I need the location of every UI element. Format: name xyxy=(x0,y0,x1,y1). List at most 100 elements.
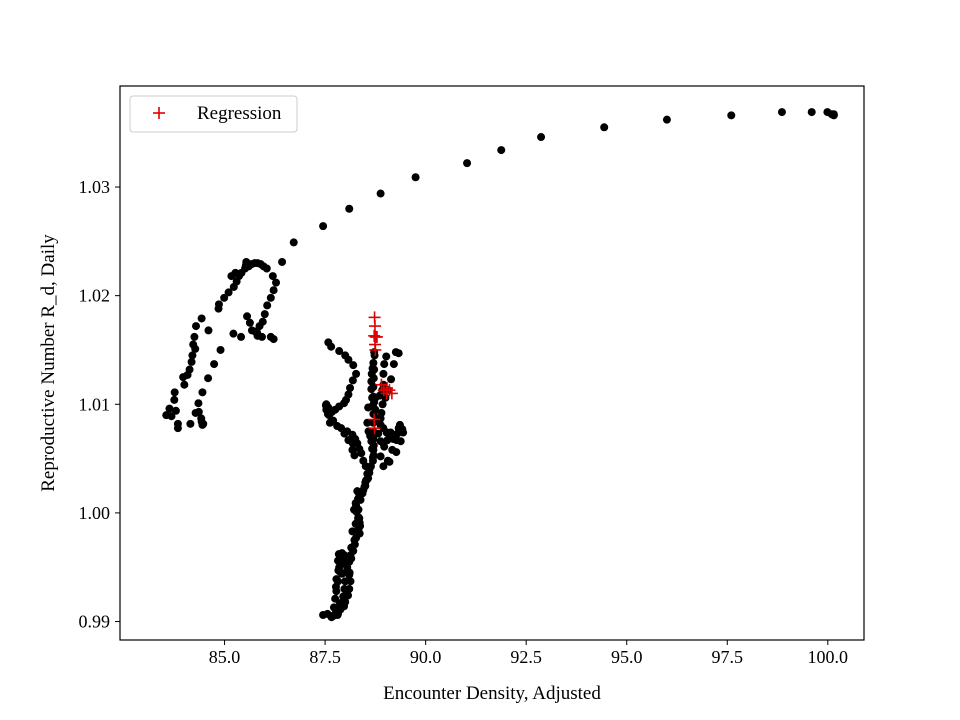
data-point xyxy=(241,261,250,270)
data-point xyxy=(344,355,353,364)
data-point xyxy=(194,399,203,408)
data-point xyxy=(210,360,219,369)
data-point xyxy=(269,335,278,344)
data-point xyxy=(337,559,346,568)
data-point xyxy=(257,332,266,341)
x-axis-ticks: 85.0 87.5 90.0 92.5 95.0 97.5 100.0 xyxy=(209,640,848,667)
data-point xyxy=(354,525,363,534)
data-point xyxy=(369,359,378,367)
data-point xyxy=(186,419,195,428)
data-point xyxy=(368,453,377,462)
data-point xyxy=(387,375,396,384)
data-point xyxy=(376,452,385,461)
data-point xyxy=(231,268,240,277)
data-point xyxy=(463,159,472,168)
data-point xyxy=(354,505,363,514)
data-point xyxy=(189,340,198,349)
data-point xyxy=(352,533,361,542)
x-tick-label: 90.0 xyxy=(410,647,442,667)
data-point xyxy=(323,410,332,419)
regression-point xyxy=(368,320,381,333)
data-point xyxy=(180,380,189,389)
data-point xyxy=(345,204,354,213)
x-tick-label: 95.0 xyxy=(611,647,643,667)
regression-point xyxy=(368,329,381,342)
data-point xyxy=(374,429,383,438)
data-point xyxy=(823,108,832,117)
data-point xyxy=(382,352,391,361)
data-point xyxy=(269,286,278,295)
data-point xyxy=(199,419,208,428)
data-point xyxy=(378,400,387,409)
data-point xyxy=(341,577,350,586)
data-point xyxy=(325,418,334,427)
data-point xyxy=(340,584,349,593)
data-point xyxy=(367,437,376,446)
data-point xyxy=(229,329,238,338)
data-point xyxy=(171,406,180,415)
series-regression xyxy=(368,311,398,435)
data-point xyxy=(349,546,358,555)
data-point xyxy=(394,349,403,358)
y-tick-label: 1.03 xyxy=(79,177,111,197)
data-point xyxy=(350,540,359,549)
data-point xyxy=(266,293,275,302)
y-tick-label: 0.99 xyxy=(79,612,111,632)
data-point xyxy=(187,357,196,366)
x-axis-title: Encounter Density, Adjusted xyxy=(383,683,601,704)
x-tick-label: 100.0 xyxy=(808,647,849,667)
legend: Regression xyxy=(129,95,298,133)
data-point xyxy=(346,383,355,392)
data-point xyxy=(377,408,386,417)
legend-label-regression: Regression xyxy=(197,103,282,124)
y-tick-label: 1.00 xyxy=(79,503,111,523)
data-point xyxy=(777,108,786,117)
data-point xyxy=(348,527,357,536)
data-point xyxy=(260,310,269,319)
data-point xyxy=(170,388,179,397)
data-point xyxy=(197,314,206,323)
data-point xyxy=(319,611,328,620)
data-point xyxy=(272,278,281,287)
data-point xyxy=(224,288,233,297)
data-point xyxy=(537,133,546,142)
regression-point xyxy=(369,343,382,356)
data-point xyxy=(497,146,506,155)
legend-marker-plus-icon xyxy=(153,107,165,119)
series-observed xyxy=(162,108,838,622)
data-point xyxy=(332,575,341,584)
data-point xyxy=(371,405,380,414)
data-point xyxy=(352,369,361,378)
data-point xyxy=(335,347,344,356)
data-point xyxy=(348,439,357,448)
data-point xyxy=(600,123,609,132)
data-point xyxy=(331,582,340,591)
legend-box xyxy=(129,95,298,133)
data-point xyxy=(727,111,736,120)
data-point xyxy=(173,419,182,428)
data-point xyxy=(363,418,372,427)
data-point xyxy=(371,393,380,402)
data-point xyxy=(385,457,394,466)
x-tick-label: 85.0 xyxy=(209,647,241,667)
x-tick-label: 87.5 xyxy=(309,647,341,667)
data-point xyxy=(662,115,671,124)
data-point xyxy=(162,411,171,420)
data-point xyxy=(348,376,357,385)
data-point xyxy=(255,322,264,331)
data-point xyxy=(364,403,373,412)
data-point xyxy=(396,437,405,446)
y-axis-title: Reproductive Number R_d, Daily xyxy=(38,234,59,492)
data-point xyxy=(243,312,252,321)
data-point xyxy=(188,351,197,360)
data-point xyxy=(216,345,225,354)
data-point xyxy=(278,257,287,266)
data-point xyxy=(204,374,213,383)
data-point xyxy=(331,594,340,603)
data-point xyxy=(392,448,401,457)
data-point xyxy=(379,462,388,471)
y-tick-label: 1.02 xyxy=(79,286,111,306)
data-point xyxy=(319,222,328,231)
regression-point xyxy=(380,387,393,400)
axes-frame xyxy=(119,85,865,641)
